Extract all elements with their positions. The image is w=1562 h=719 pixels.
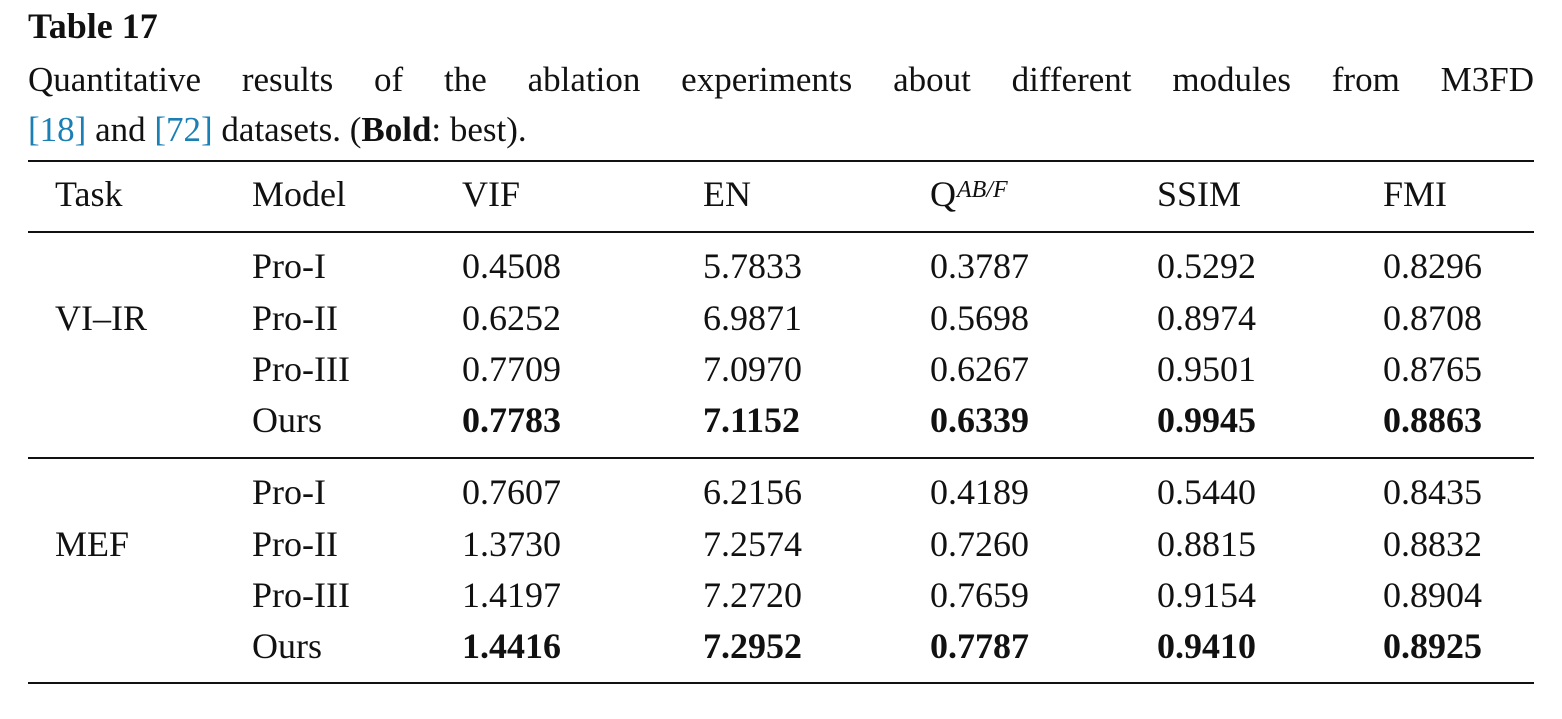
- table-cell-ssim: 0.9501: [1157, 349, 1256, 389]
- table-cell-vif: 0.6252: [462, 298, 561, 338]
- citation-link-72[interactable]: [72]: [154, 110, 213, 149]
- table-cell-en: 7.0970: [703, 349, 802, 389]
- table-cell-model: Ours: [252, 400, 322, 440]
- table-cell-ssim: 0.5440: [1157, 472, 1256, 512]
- table-cell-qabf: 0.5698: [930, 298, 1029, 338]
- table-cell-vif: 0.4508: [462, 246, 561, 286]
- table-cell-fmi-best: 0.8863: [1383, 400, 1482, 440]
- table-group-divider: [28, 457, 1534, 459]
- table-cell-fmi: 0.8904: [1383, 575, 1482, 615]
- caption-line-1: Quantitative results of the ablation exp…: [28, 60, 1534, 99]
- caption-tail: : best).: [431, 110, 527, 149]
- caption-bold-word: Bold: [361, 110, 432, 149]
- table-cell-en: 6.9871: [703, 298, 802, 338]
- table-cell-qabf: 0.7659: [930, 575, 1029, 615]
- caption-datasets: datasets. (: [221, 110, 362, 149]
- task-label-mef: MEF: [55, 524, 130, 564]
- table-cell-ssim: 0.9154: [1157, 575, 1256, 615]
- table-cell-vif: 1.3730: [462, 524, 561, 564]
- table-cell-model: Pro-II: [252, 524, 338, 564]
- table-cell-en: 7.2720: [703, 575, 802, 615]
- table-cell-en: 7.2574: [703, 524, 802, 564]
- table-cell-fmi-best: 0.8925: [1383, 626, 1482, 666]
- table-cell-qabf: 0.6267: [930, 349, 1029, 389]
- column-header-task: Task: [55, 174, 123, 214]
- table-cell-vif: 1.4197: [462, 575, 561, 615]
- table-cell-vif: 0.7709: [462, 349, 561, 389]
- table-cell-model: Pro-III: [252, 349, 350, 389]
- table-cell-fmi: 0.8832: [1383, 524, 1482, 564]
- table-cell-vif: 0.7607: [462, 472, 561, 512]
- caption-and: and: [95, 110, 146, 149]
- table-cell-model: Pro-II: [252, 298, 338, 338]
- task-label-vi-ir: VI–IR: [55, 298, 147, 338]
- table-top-rule: [28, 160, 1534, 162]
- table-cell-model: Pro-I: [252, 472, 326, 512]
- table-cell-fmi: 0.8708: [1383, 298, 1482, 338]
- table-cell-en: 5.7833: [703, 246, 802, 286]
- table-cell-qabf: 0.3787: [930, 246, 1029, 286]
- table-cell-model: Pro-III: [252, 575, 350, 615]
- table-bottom-rule: [28, 682, 1534, 684]
- table-cell-vif-best: 1.4416: [462, 626, 561, 666]
- table-cell-en-best: 7.1152: [703, 400, 801, 440]
- table-cell-fmi: 0.8765: [1383, 349, 1482, 389]
- table-cell-qabf: 0.4189: [930, 472, 1029, 512]
- table-cell-ssim: 0.8974: [1157, 298, 1256, 338]
- table-cell-ssim: 0.8815: [1157, 524, 1256, 564]
- column-header-ssim: SSIM: [1157, 174, 1242, 214]
- citation-link-18[interactable]: [18]: [28, 110, 87, 149]
- table-cell-qabf-best: 0.7787: [930, 626, 1029, 666]
- table-cell-model: Pro-I: [252, 246, 326, 286]
- column-header-fmi: FMI: [1383, 174, 1448, 214]
- table-title: Table 17: [28, 6, 158, 46]
- table-header-rule: [28, 231, 1534, 233]
- table-cell-ssim-best: 0.9945: [1157, 400, 1256, 440]
- table-cell-fmi: 0.8296: [1383, 246, 1482, 286]
- table-cell-en-best: 7.2952: [703, 626, 802, 666]
- table-cell-fmi: 0.8435: [1383, 472, 1482, 512]
- column-header-en: EN: [703, 174, 751, 214]
- table-cell-qabf: 0.7260: [930, 524, 1029, 564]
- caption-line-2: [18] and [72] datasets. (Bold: best).: [28, 110, 1534, 150]
- table-cell-ssim-best: 0.9410: [1157, 626, 1256, 666]
- table-cell-vif-best: 0.7783: [462, 400, 561, 440]
- column-header-qabf: QAB/F: [930, 174, 1008, 214]
- table-cell-model: Ours: [252, 626, 322, 666]
- table-cell-ssim: 0.5292: [1157, 246, 1256, 286]
- table-cell-qabf-best: 0.6339: [930, 400, 1029, 440]
- qabf-base: Q: [930, 174, 956, 214]
- column-header-vif: VIF: [462, 174, 521, 214]
- qabf-superscript: AB/F: [957, 177, 1008, 203]
- table-cell-en: 6.2156: [703, 472, 802, 512]
- column-header-model: Model: [252, 174, 346, 214]
